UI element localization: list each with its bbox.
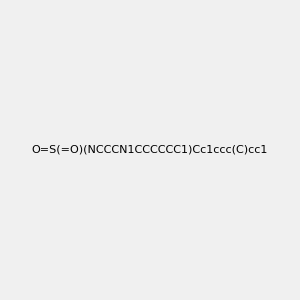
Text: O=S(=O)(NCCCN1CCCCCC1)Cc1ccc(C)cc1: O=S(=O)(NCCCN1CCCCCC1)Cc1ccc(C)cc1 — [32, 145, 268, 155]
